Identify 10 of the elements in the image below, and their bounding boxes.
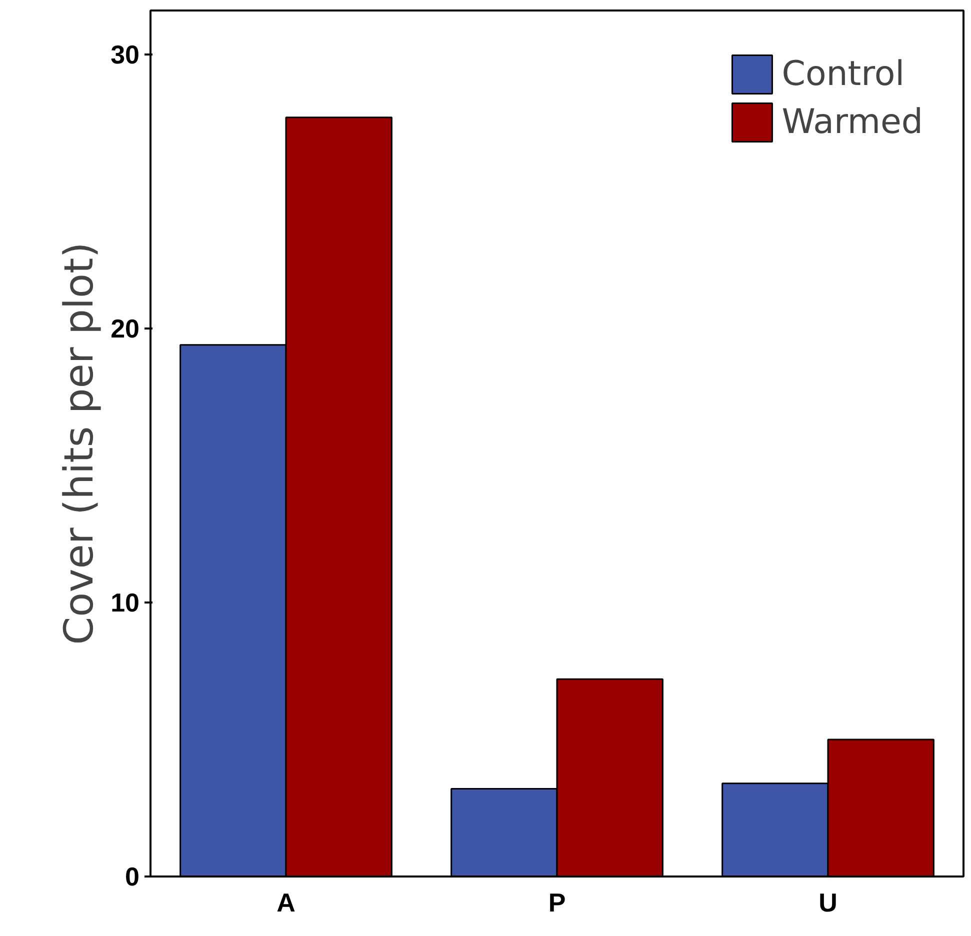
y-tick-label: 0 bbox=[125, 862, 140, 892]
y-tick-label: 20 bbox=[110, 313, 140, 344]
legend-label: Control bbox=[782, 54, 905, 94]
y-tick-label: 10 bbox=[110, 587, 140, 618]
x-tick-label: P bbox=[548, 888, 566, 918]
x-tick-label: U bbox=[818, 888, 838, 918]
x-tick-label: A bbox=[276, 888, 296, 918]
y-axis-title: Cover (hits per plot) bbox=[56, 242, 103, 645]
y-tick-label: 30 bbox=[110, 39, 140, 70]
legend-label: Warmed bbox=[782, 102, 923, 142]
